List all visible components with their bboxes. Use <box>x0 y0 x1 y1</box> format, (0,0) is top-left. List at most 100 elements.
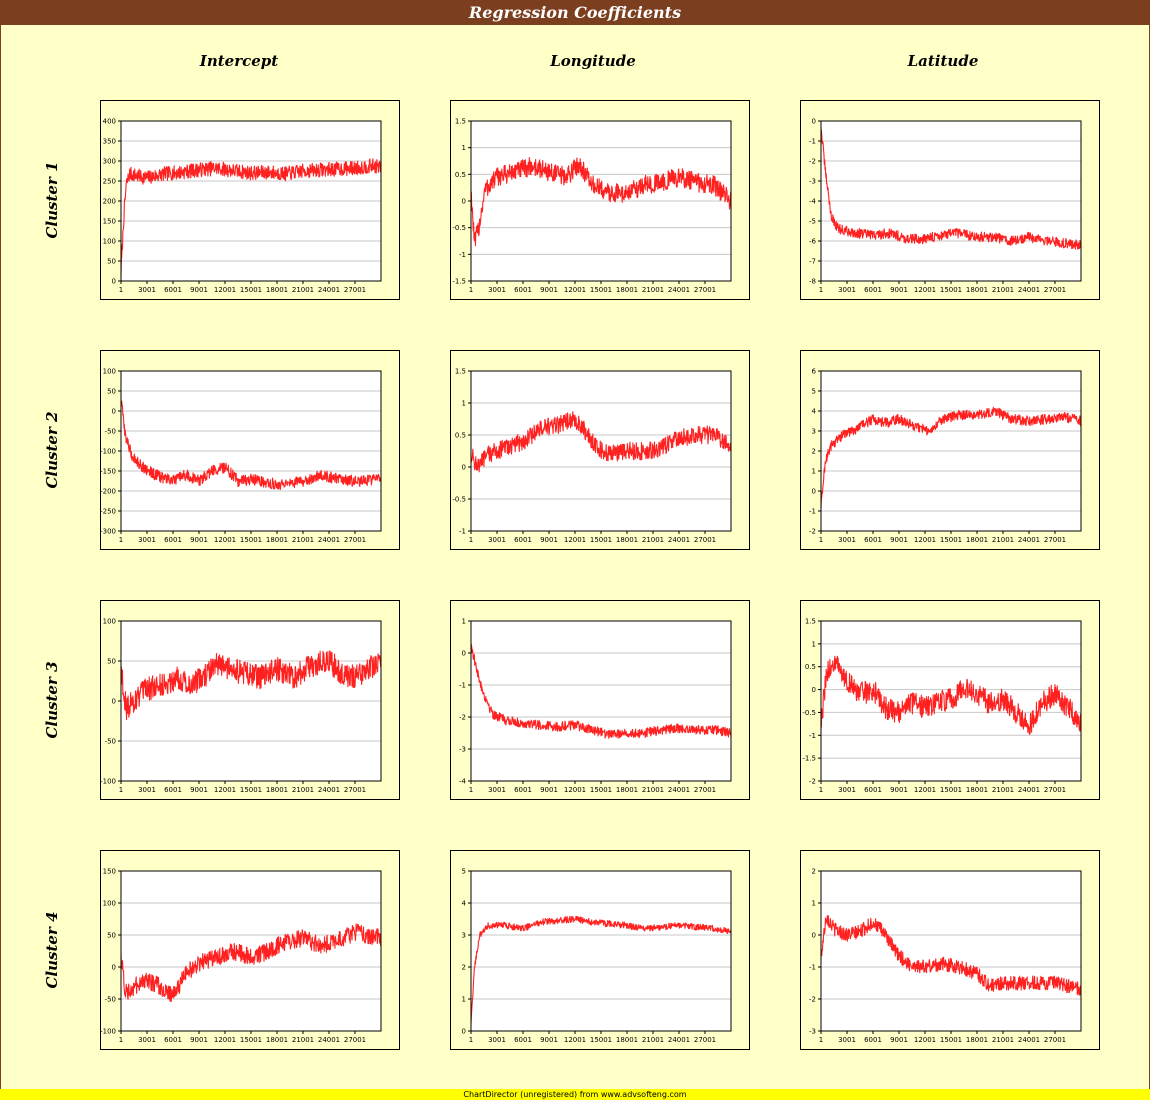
x-tick-label: 9001 <box>890 786 908 794</box>
x-tick-label: 9001 <box>890 1036 908 1044</box>
series-line <box>820 915 1082 996</box>
x-tick-label: 1 <box>819 1036 823 1044</box>
x-tick-label: 18001 <box>616 286 638 294</box>
y-tick-label: -50 <box>105 996 116 1004</box>
y-tick-label: -250 <box>101 508 116 516</box>
series-line <box>120 923 382 1003</box>
x-tick-label: 12001 <box>564 286 586 294</box>
x-tick-label: 21001 <box>642 536 664 544</box>
y-tick-label: -50 <box>105 738 116 746</box>
x-tick-label: 15001 <box>940 536 962 544</box>
x-tick-label: 15001 <box>590 286 612 294</box>
y-tick-label: -2 <box>809 778 816 786</box>
x-tick-label: 27001 <box>694 786 716 794</box>
y-tick-label: 150 <box>103 218 116 226</box>
x-tick-label: 6001 <box>514 536 532 544</box>
plot-border <box>820 370 1082 532</box>
x-tick-label: 9001 <box>190 536 208 544</box>
x-tick-label: 9001 <box>890 536 908 544</box>
row-header-cluster-3: Cluster 3 <box>43 661 61 739</box>
x-tick-label: 12001 <box>914 786 936 794</box>
y-tick-label: 50 <box>107 932 116 940</box>
x-tick-label: 12001 <box>214 786 236 794</box>
x-tick-label: 6001 <box>514 786 532 794</box>
chart-cluster-2-latitude: -2 -1 0 1 2 3 4 5 6 1 3001 6001 9001 12001 15001 18001 2… <box>800 350 1100 550</box>
x-tick-label: 12001 <box>564 1036 586 1044</box>
x-tick-label: 6001 <box>164 786 182 794</box>
x-tick-label: 21001 <box>992 1036 1014 1044</box>
y-tick-label: -300 <box>101 528 116 536</box>
y-tick-label: -5 <box>809 218 816 226</box>
chart-svg: -3 -2 -1 0 1 2 1 3001 6001 9001 12001 15001 18001 210… <box>809 868 1082 1044</box>
y-tick-label: -1 <box>809 508 816 516</box>
x-tick-label: 3001 <box>138 536 156 544</box>
y-tick-label: 50 <box>107 658 116 666</box>
plot-border <box>470 620 732 782</box>
x-tick-label: 21001 <box>642 786 664 794</box>
x-tick-label: 27001 <box>1044 786 1066 794</box>
plot-border <box>470 370 732 532</box>
x-tick-label: 18001 <box>616 786 638 794</box>
x-tick-label: 6001 <box>864 536 882 544</box>
y-tick-label: 4 <box>462 900 467 908</box>
x-tick-label: 21001 <box>292 536 314 544</box>
y-tick-label: -1.5 <box>452 278 466 286</box>
x-tick-label: 1 <box>119 1036 123 1044</box>
y-tick-label: -0.5 <box>452 224 466 232</box>
x-tick-label: 6001 <box>864 1036 882 1044</box>
column-header-latitude: Latitude <box>907 52 979 70</box>
plot-border <box>470 870 732 1032</box>
y-tick-label: 0 <box>812 932 816 940</box>
y-tick-label: -100 <box>101 448 116 456</box>
x-tick-label: 9001 <box>190 786 208 794</box>
x-tick-label: 18001 <box>266 786 288 794</box>
y-tick-label: 150 <box>103 868 116 876</box>
x-tick-label: 6001 <box>164 1036 182 1044</box>
chart-svg: -100 -50 0 50 100 150 1 3001 6001 9001 12001 15001 1… <box>101 868 382 1044</box>
y-tick-label: 1.5 <box>805 618 816 626</box>
x-tick-label: 3001 <box>838 786 856 794</box>
y-tick-label: -0.5 <box>802 709 816 717</box>
x-tick-label: 18001 <box>266 286 288 294</box>
x-tick-label: 24001 <box>318 536 340 544</box>
y-tick-label: -2 <box>809 996 816 1004</box>
x-tick-label: 15001 <box>940 286 962 294</box>
y-tick-label: -1 <box>459 682 466 690</box>
plot-border <box>120 870 382 1032</box>
plot-border <box>470 120 732 282</box>
x-tick-label: 3001 <box>838 286 856 294</box>
x-tick-label: 12001 <box>214 536 236 544</box>
y-tick-label: 1.5 <box>455 368 466 376</box>
x-tick-label: 6001 <box>164 286 182 294</box>
chart-svg: -1 -0.5 0 0.5 1 1.5 1 3001 6001 9001 12001 15001 180… <box>452 368 732 544</box>
x-tick-label: 21001 <box>992 786 1014 794</box>
y-tick-label: -7 <box>809 258 816 266</box>
row-header-cluster-2: Cluster 2 <box>43 411 61 489</box>
chart-cluster-3-longitude: -4 -3 -2 -1 0 1 1 3001 6001 9001 12001 15001 18001 21… <box>450 600 750 800</box>
x-tick-label: 12001 <box>914 536 936 544</box>
y-tick-label: -2 <box>809 528 816 536</box>
y-tick-label: -0.5 <box>452 496 466 504</box>
y-tick-label: -1 <box>459 251 466 259</box>
series-line <box>820 655 1082 735</box>
y-tick-label: 3 <box>462 932 466 940</box>
x-tick-label: 6001 <box>164 536 182 544</box>
x-tick-label: 3001 <box>488 536 506 544</box>
x-tick-label: 18001 <box>966 536 988 544</box>
y-tick-label: 0 <box>462 1028 466 1036</box>
x-tick-label: 18001 <box>966 786 988 794</box>
x-tick-label: 1 <box>819 536 823 544</box>
x-tick-label: 24001 <box>318 286 340 294</box>
chart-svg: -4 -3 -2 -1 0 1 1 3001 6001 9001 12001 15001 18001 21… <box>459 618 732 794</box>
chart-svg: -2 -1.5 -1 -0.5 0 0.5 1 1.5 1 3001 6001 9001 12001 15… <box>802 618 1082 794</box>
series-line <box>470 411 732 473</box>
y-tick-label: -1 <box>809 138 816 146</box>
y-tick-label: -100 <box>101 1028 116 1036</box>
chart-cluster-2-longitude: -1 -0.5 0 0.5 1 1.5 1 3001 6001 9001 12001 15001 180… <box>450 350 750 550</box>
y-tick-label: 6 <box>812 368 817 376</box>
y-tick-label: 250 <box>103 178 116 186</box>
x-tick-label: 27001 <box>1044 286 1066 294</box>
x-tick-label: 1 <box>119 786 123 794</box>
chart-cluster-1-latitude: -8 -7 -6 -5 -4 -3 -2 -1 0 1 3001 6001 9001 12001 15001… <box>800 100 1100 300</box>
x-tick-label: 1 <box>819 786 823 794</box>
